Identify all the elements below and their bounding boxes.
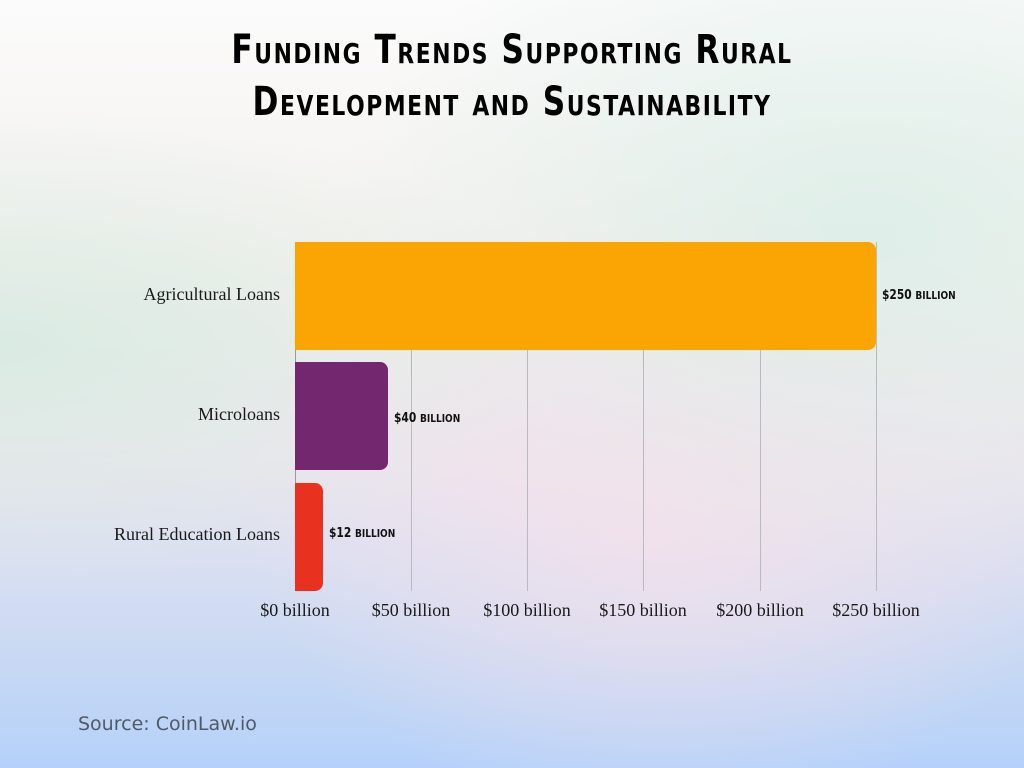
value-label: $40 billion — [393, 411, 461, 426]
x-tick-label: $200 billion — [716, 600, 804, 620]
chart-title-line-1: Funding Trends Supporting Rural — [231, 27, 793, 73]
value-label: $12 billion — [328, 526, 396, 541]
gridline — [876, 242, 877, 591]
chart-title: Funding Trends Supporting Rural Developm… — [113, 24, 912, 128]
gridline — [527, 242, 528, 591]
bar-rural-education-loans — [295, 483, 323, 591]
bar-agricultural-loans — [295, 242, 876, 350]
chart-title-line-2: Development and Sustainability — [252, 79, 772, 125]
category-label: Agricultural Loans — [143, 284, 280, 304]
bar-microloans — [295, 362, 388, 470]
source-note: Source: CoinLaw.io — [78, 713, 257, 735]
category-label: Microloans — [198, 404, 280, 424]
gridline — [760, 242, 761, 591]
x-tick-label: $100 billion — [483, 600, 571, 620]
value-label: $250 billion — [882, 288, 956, 303]
x-tick-label: $0 billion — [260, 600, 330, 620]
category-label: Rural Education Loans — [114, 524, 280, 544]
x-tick-label: $50 billion — [371, 600, 451, 620]
x-tick-label: $150 billion — [599, 600, 687, 620]
x-tick-label: $250 billion — [832, 600, 920, 620]
gridline — [643, 242, 644, 591]
gridline — [411, 242, 412, 591]
